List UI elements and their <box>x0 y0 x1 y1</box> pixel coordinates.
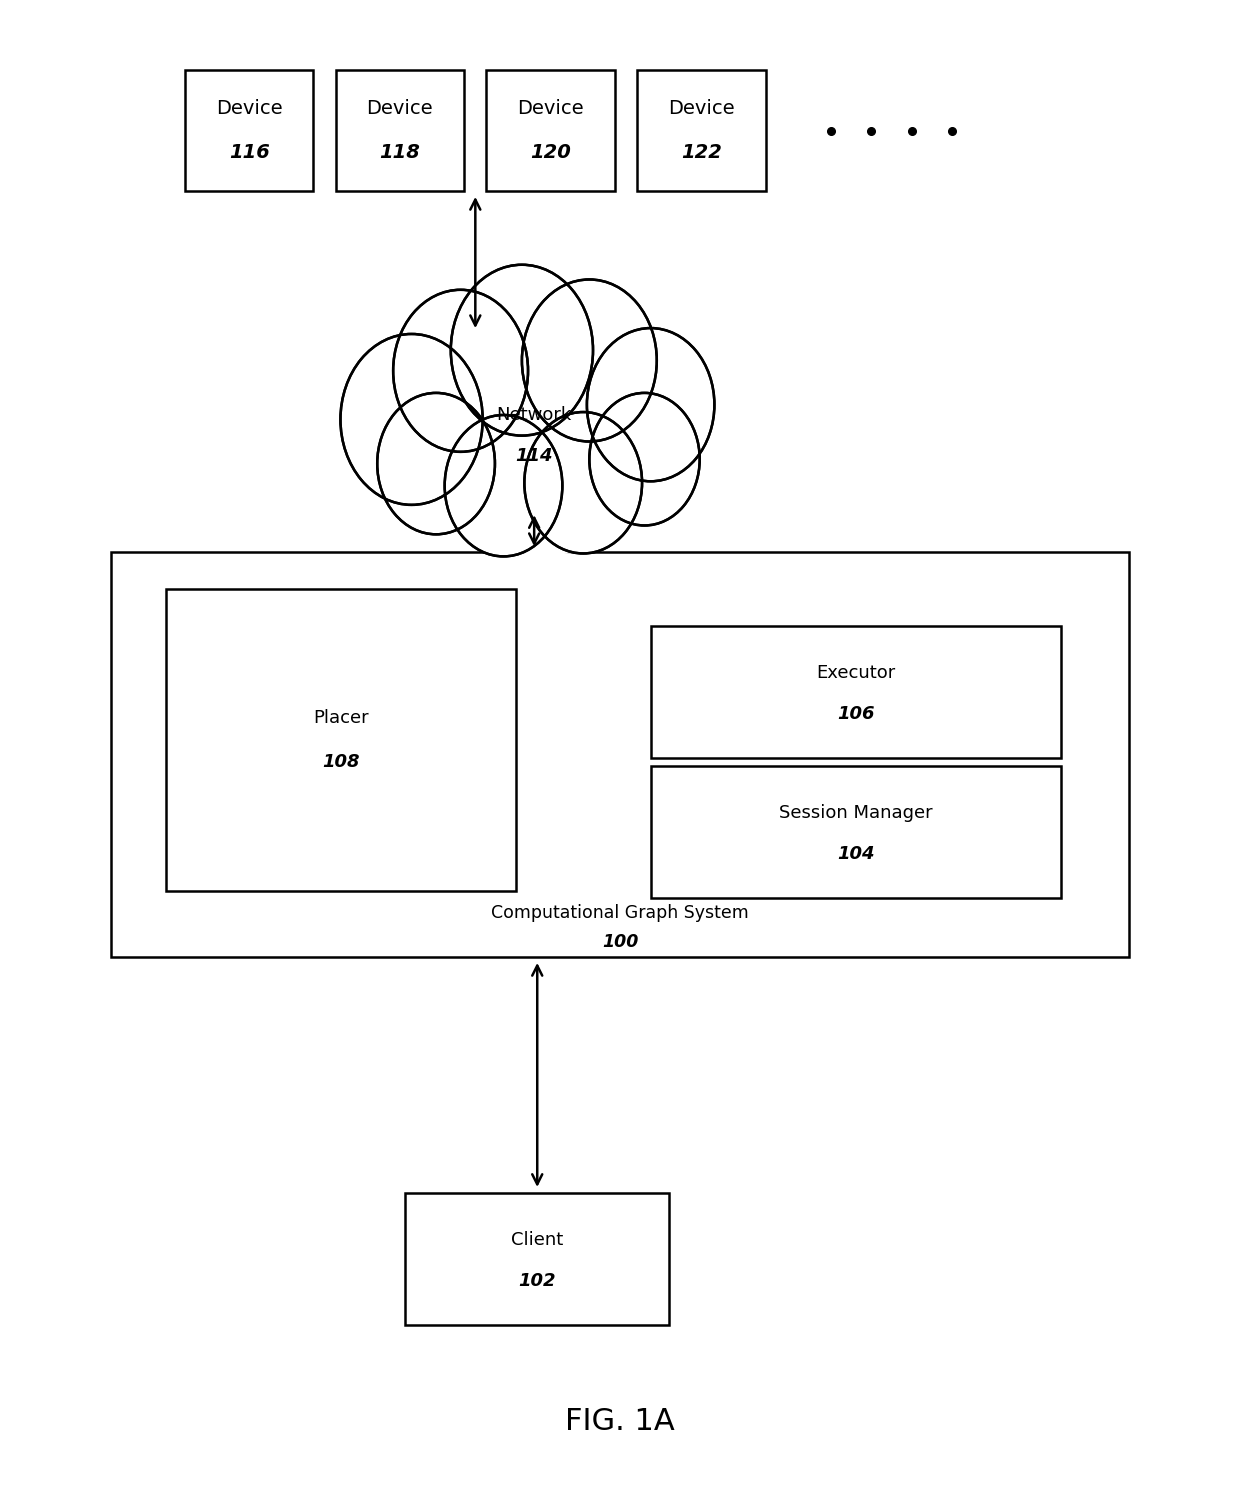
Text: Computational Graph System: Computational Graph System <box>491 904 749 922</box>
Text: Device: Device <box>517 100 584 117</box>
Circle shape <box>341 335 482 506</box>
Text: Network: Network <box>496 406 572 424</box>
Text: 116: 116 <box>228 143 269 162</box>
Bar <box>651 766 1061 898</box>
Bar <box>336 70 464 192</box>
Text: Executor: Executor <box>816 663 895 683</box>
Text: 100: 100 <box>601 934 639 952</box>
Circle shape <box>522 280 657 442</box>
Text: Session Manager: Session Manager <box>779 804 932 822</box>
Text: Placer: Placer <box>314 709 368 727</box>
Bar <box>405 1193 670 1325</box>
Text: 108: 108 <box>322 752 360 770</box>
Text: 118: 118 <box>379 143 420 162</box>
Circle shape <box>451 265 593 436</box>
Polygon shape <box>341 265 714 556</box>
Text: 120: 120 <box>531 143 572 162</box>
Bar <box>637 70 766 192</box>
Text: Device: Device <box>367 100 433 117</box>
Text: Device: Device <box>668 100 735 117</box>
Circle shape <box>445 415 563 556</box>
Bar <box>185 70 314 192</box>
Text: 122: 122 <box>681 143 722 162</box>
Bar <box>486 70 615 192</box>
Bar <box>112 552 1128 958</box>
Circle shape <box>377 393 495 534</box>
Text: 104: 104 <box>837 845 874 862</box>
Circle shape <box>525 412 642 553</box>
Circle shape <box>587 329 714 482</box>
Circle shape <box>393 290 528 452</box>
Bar <box>651 626 1061 758</box>
Text: Device: Device <box>216 100 283 117</box>
Text: FIG. 1A: FIG. 1A <box>565 1407 675 1435</box>
Text: 106: 106 <box>837 705 874 723</box>
Circle shape <box>589 393 699 525</box>
Bar <box>166 589 516 891</box>
Text: 114: 114 <box>516 448 553 465</box>
Text: 102: 102 <box>518 1273 556 1291</box>
Text: Client: Client <box>511 1231 563 1249</box>
